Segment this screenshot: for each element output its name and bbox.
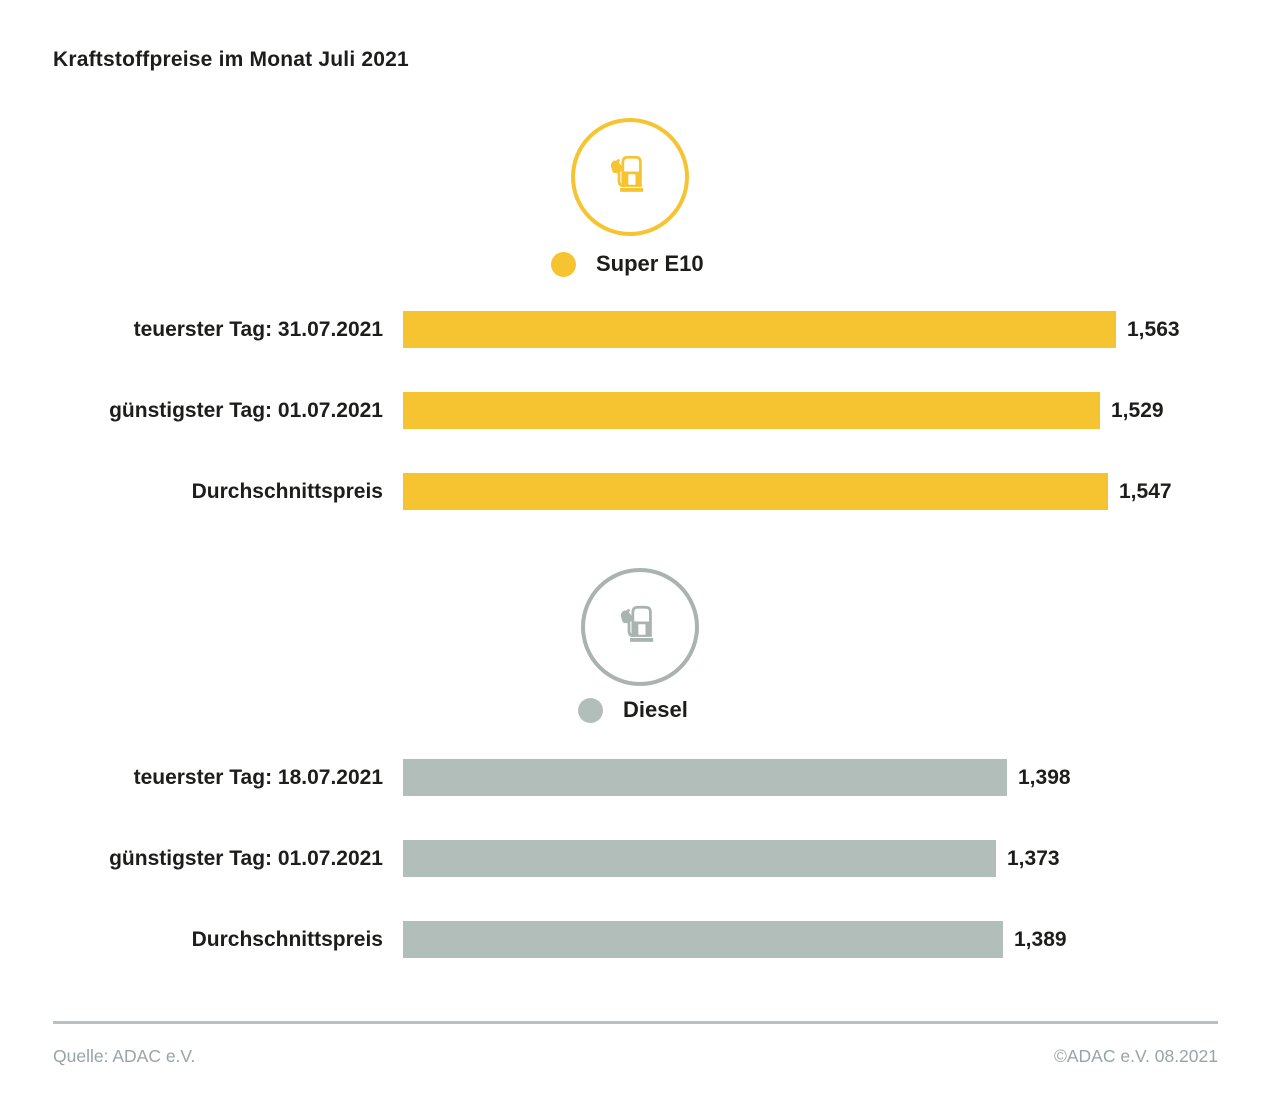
bar-category-label: Durchschnittspreis	[191, 927, 383, 951]
bar-category-label: günstigster Tag: 01.07.2021	[109, 846, 383, 870]
bar-group-diesel: teuerster Tag: 18.07.2021 1,398 günstigs…	[0, 759, 1280, 1002]
bar-category-label: Durchschnittspreis	[191, 479, 383, 503]
bar-value-label: 1,547	[1119, 479, 1172, 503]
bar-value-label: 1,389	[1014, 927, 1067, 951]
bar-category-label: teuerster Tag: 31.07.2021	[133, 317, 383, 341]
legend-diesel: Diesel	[578, 697, 688, 723]
legend-label-diesel: Diesel	[623, 697, 688, 722]
legend-super-e10: Super E10	[551, 251, 704, 277]
legend-dot-super-e10	[551, 251, 576, 277]
bar-value-label: 1,529	[1111, 398, 1164, 422]
bar-row: Durchschnittspreis 1,547	[0, 473, 1280, 510]
bar-row: teuerster Tag: 31.07.2021 1,563	[0, 311, 1280, 348]
bar-super-e10-teuerster-tag	[403, 311, 1116, 348]
footer-divider	[53, 1021, 1218, 1024]
bar-row: teuerster Tag: 18.07.2021 1,398	[0, 759, 1280, 796]
bar-category-label: günstigster Tag: 01.07.2021	[109, 398, 383, 422]
bar-value-label: 1,398	[1018, 765, 1071, 789]
bar-value-label: 1,373	[1007, 846, 1060, 870]
legend-dot-diesel	[578, 697, 603, 723]
bar-row: günstigster Tag: 01.07.2021 1,373	[0, 840, 1280, 877]
page-title: Kraftstoffpreise im Monat Juli 2021	[53, 48, 409, 71]
bar-group-super-e10: teuerster Tag: 31.07.2021 1,563 günstigs…	[0, 311, 1280, 554]
bar-row: günstigster Tag: 01.07.2021 1,529	[0, 392, 1280, 429]
bar-row: Durchschnittspreis 1,389	[0, 921, 1280, 958]
fuel-pump-icon-glyph	[597, 144, 663, 210]
source-note: Quelle: ADAC e.V.	[53, 1046, 196, 1066]
bar-super-e10-durchschnittspreis	[403, 473, 1108, 510]
bar-category-label: teuerster Tag: 18.07.2021	[133, 765, 383, 789]
bar-diesel-guenstigster-tag	[403, 840, 996, 877]
copyright-note: ©ADAC e.V. 08.2021	[1053, 1046, 1218, 1066]
bar-value-label: 1,563	[1127, 317, 1180, 341]
bar-super-e10-guenstigster-tag	[403, 392, 1100, 429]
bar-diesel-durchschnittspreis	[403, 921, 1003, 958]
fuel-pump-icon-glyph	[607, 594, 673, 660]
fuel-pump-icon	[581, 568, 699, 686]
fuel-pump-icon	[571, 118, 689, 236]
legend-label-super-e10: Super E10	[596, 251, 704, 276]
bar-diesel-teuerster-tag	[403, 759, 1007, 796]
